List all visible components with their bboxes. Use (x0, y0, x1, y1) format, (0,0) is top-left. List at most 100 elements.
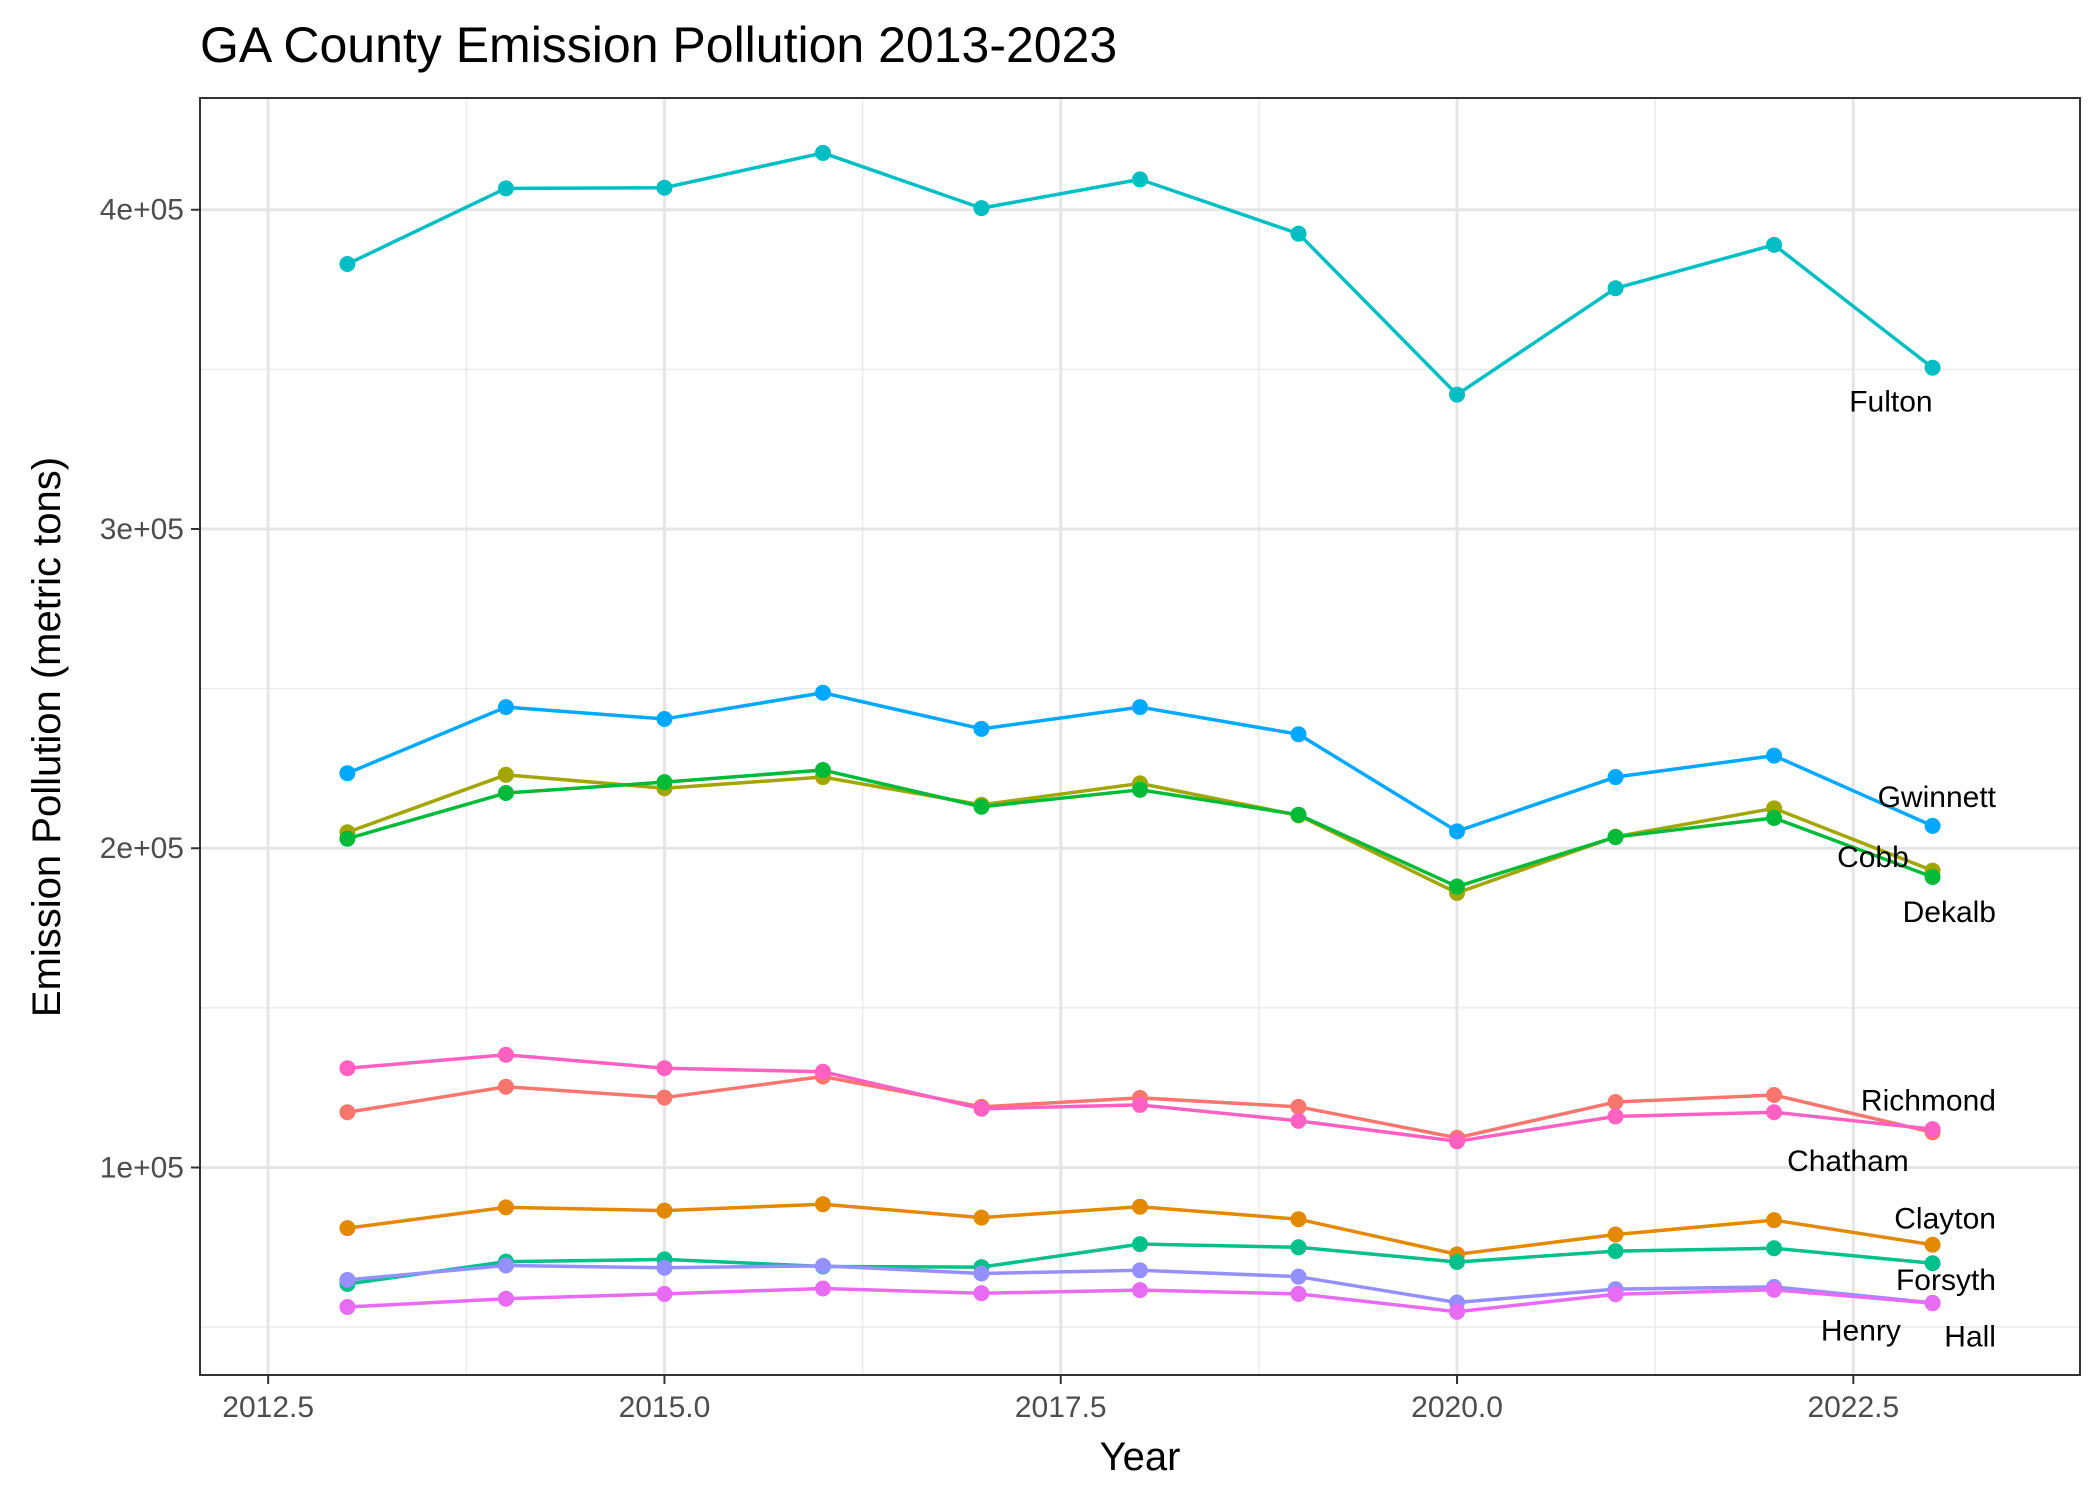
x-axis-title: Year (1100, 1435, 1181, 1479)
data-point-hall (497, 1290, 514, 1307)
data-point-hall (1290, 1285, 1307, 1302)
series-label-henry: Henry (1821, 1314, 1901, 1347)
data-point-cobb (497, 766, 514, 783)
y-tick-label: 2e+05 (100, 832, 184, 865)
data-point-gwinnett (339, 765, 356, 782)
y-axis-title: Emission Pollution (metric tons) (25, 457, 69, 1017)
x-axis: 2012.5 2015.0 2017.5 2020.0 2022.5 (222, 1375, 1899, 1424)
x-tick-label: 2020.0 (1411, 1391, 1503, 1424)
data-point-fulton (339, 256, 356, 273)
data-point-gwinnett (973, 720, 990, 737)
series-label-hall: Hall (1944, 1321, 1996, 1354)
data-point-fulton (1132, 171, 1148, 188)
data-point-richmond (1290, 1098, 1307, 1115)
data-point-fulton (1607, 280, 1624, 297)
series-fulton (339, 144, 1941, 403)
data-point-chatham (1924, 1121, 1941, 1138)
data-point-fulton (1290, 225, 1307, 242)
series-labels: Fulton Gwinnett Cobb Dekalb Richmond Chatham C… (1787, 385, 1997, 1353)
data-point-dekalb (1132, 781, 1148, 798)
series-label-richmond: Richmond (1861, 1084, 1996, 1117)
data-point-forsyth (1766, 1240, 1783, 1257)
data-point-henry (814, 1257, 831, 1274)
data-point-dekalb (1924, 868, 1941, 885)
data-point-dekalb (339, 830, 356, 847)
data-point-dekalb (1766, 809, 1783, 826)
data-point-hall (814, 1280, 831, 1297)
data-point-clayton (1607, 1226, 1624, 1243)
data-point-gwinnett (1449, 823, 1466, 840)
series-label-fulton: Fulton (1849, 385, 1932, 418)
data-point-hall (1607, 1286, 1624, 1303)
series-gwinnett (339, 684, 1941, 840)
data-point-dekalb (814, 762, 831, 779)
data-point-henry (1132, 1262, 1148, 1279)
data-point-clayton (497, 1199, 514, 1216)
series-label-forsyth: Forsyth (1896, 1264, 1996, 1297)
x-tick-label: 2015.0 (619, 1391, 711, 1424)
data-point-fulton (814, 144, 831, 161)
series-hall (339, 1280, 1941, 1320)
data-point-chatham (973, 1100, 990, 1117)
data-point-forsyth (1924, 1255, 1941, 1272)
y-tick-label: 1e+05 (100, 1151, 184, 1184)
y-tick-label: 4e+05 (100, 194, 184, 227)
data-point-hall (339, 1298, 356, 1315)
data-point-forsyth (1132, 1236, 1148, 1253)
data-point-clayton (1924, 1236, 1941, 1253)
data-point-fulton (973, 200, 990, 217)
data-point-chatham (656, 1060, 673, 1077)
series-dekalb (339, 762, 1941, 895)
data-point-forsyth (1449, 1253, 1466, 1270)
data-point-dekalb (1607, 829, 1624, 846)
data-point-hall (1766, 1281, 1783, 1298)
data-point-chatham (497, 1046, 514, 1063)
data-point-henry (973, 1265, 990, 1282)
data-point-dekalb (1449, 878, 1466, 895)
chart-title: GA County Emission Pollution 2013-2023 (200, 17, 1117, 73)
data-point-dekalb (497, 785, 514, 802)
data-point-clayton (1290, 1211, 1307, 1228)
data-point-clayton (814, 1196, 831, 1213)
data-point-fulton (497, 180, 514, 197)
data-point-richmond (1607, 1094, 1624, 1111)
data-point-richmond (1766, 1087, 1783, 1104)
data-point-hall (1449, 1303, 1466, 1320)
data-point-clayton (973, 1209, 990, 1226)
series-line-fulton (346, 151, 1934, 397)
data-point-forsyth (1607, 1243, 1624, 1260)
data-point-gwinnett (497, 699, 514, 716)
data-point-richmond (656, 1089, 673, 1106)
data-point-fulton (656, 179, 673, 196)
series-label-clayton: Clayton (1894, 1203, 1996, 1236)
grid (200, 98, 2080, 1375)
data-point-hall (1132, 1282, 1148, 1299)
y-axis: 1e+05 2e+05 3e+05 4e+05 (100, 194, 200, 1184)
data-point-clayton (339, 1220, 356, 1237)
data-point-gwinnett (1766, 747, 1783, 764)
data-point-gwinnett (1607, 769, 1624, 786)
data-point-clayton (656, 1202, 673, 1219)
y-tick-label: 3e+05 (100, 513, 184, 546)
data-point-hall (656, 1285, 673, 1302)
data-point-richmond (497, 1078, 514, 1095)
series-chatham (339, 1046, 1941, 1150)
series-label-gwinnett: Gwinnett (1878, 781, 1997, 814)
series-label-cobb: Cobb (1837, 841, 1909, 874)
data-point-gwinnett (814, 684, 831, 701)
data-point-chatham (1766, 1104, 1783, 1121)
data-point-henry (497, 1257, 514, 1274)
data-point-henry (656, 1259, 673, 1276)
x-tick-label: 2022.5 (1807, 1391, 1899, 1424)
data-point-henry (1290, 1268, 1307, 1285)
data-point-dekalb (1290, 806, 1307, 823)
data-point-dekalb (656, 774, 673, 791)
data-point-chatham (339, 1060, 356, 1077)
data-point-forsyth (1290, 1239, 1307, 1256)
x-tick-label: 2012.5 (222, 1391, 314, 1424)
data-point-fulton (1449, 386, 1466, 403)
data-point-chatham (1449, 1133, 1466, 1150)
series-label-dekalb: Dekalb (1903, 896, 1996, 929)
x-tick-label: 2017.5 (1015, 1391, 1107, 1424)
